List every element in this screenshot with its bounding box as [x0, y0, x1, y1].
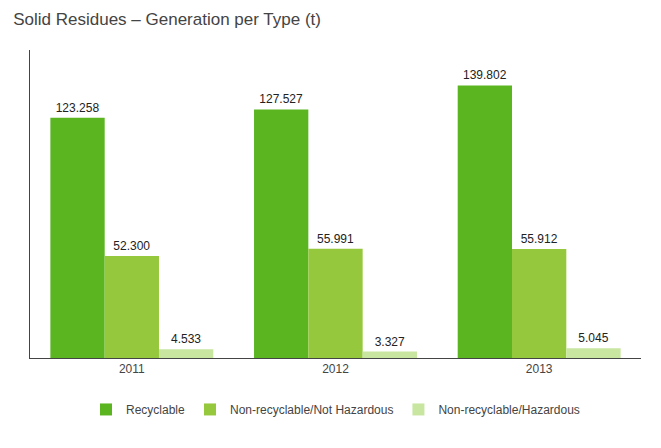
svg-text:52.300: 52.300: [113, 239, 150, 253]
svg-text:2011: 2011: [119, 362, 145, 376]
svg-text:139.802: 139.802: [463, 68, 507, 82]
svg-text:2012: 2012: [322, 362, 349, 376]
svg-text:123.258: 123.258: [56, 101, 100, 115]
svg-text:4.533: 4.533: [171, 332, 201, 346]
svg-text:2013: 2013: [526, 362, 553, 376]
svg-text:55.991: 55.991: [317, 232, 354, 246]
svg-text:127.527: 127.527: [259, 92, 303, 106]
svg-text:Non-recyclable/Hazardous: Non-recyclable/Hazardous: [438, 403, 579, 417]
svg-text:Solid Residues – Generation pe: Solid Residues – Generation per Type (t): [13, 10, 321, 29]
svg-text:Non-recyclable/Not Hazardous: Non-recyclable/Not Hazardous: [230, 403, 393, 417]
svg-text:Recyclable: Recyclable: [126, 403, 185, 417]
svg-text:3.327: 3.327: [375, 335, 405, 349]
svg-text:55.912: 55.912: [521, 232, 558, 246]
svg-text:5.045: 5.045: [578, 331, 608, 345]
